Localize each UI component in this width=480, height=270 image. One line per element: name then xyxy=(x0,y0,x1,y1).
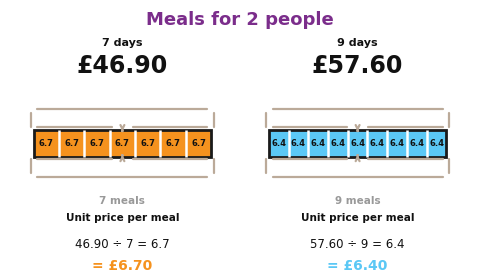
Text: 6.7: 6.7 xyxy=(39,139,54,148)
Bar xyxy=(135,130,160,157)
Text: 6.4: 6.4 xyxy=(330,139,346,148)
Text: £57.60: £57.60 xyxy=(312,54,403,78)
Text: 6.7: 6.7 xyxy=(140,139,155,148)
Bar xyxy=(407,130,427,157)
Bar xyxy=(288,130,308,157)
Text: 6.7: 6.7 xyxy=(90,139,105,148)
Bar xyxy=(427,130,446,157)
Text: Unit price per meal: Unit price per meal xyxy=(301,213,414,223)
Bar xyxy=(328,130,348,157)
Text: 9 meals: 9 meals xyxy=(335,196,381,206)
Text: Unit price per meal: Unit price per meal xyxy=(66,213,179,223)
Text: 6.7: 6.7 xyxy=(166,139,180,148)
Bar xyxy=(84,130,110,157)
Bar xyxy=(348,130,368,157)
Text: 6.4: 6.4 xyxy=(311,139,325,148)
Text: 46.90 ÷ 7 = 6.7: 46.90 ÷ 7 = 6.7 xyxy=(75,238,170,251)
Text: 6.4: 6.4 xyxy=(370,139,385,148)
Text: = £6.70: = £6.70 xyxy=(92,259,153,270)
Text: = £6.40: = £6.40 xyxy=(327,259,388,270)
Text: 7 days: 7 days xyxy=(102,38,143,48)
Text: 57.60 ÷ 9 = 6.4: 57.60 ÷ 9 = 6.4 xyxy=(311,238,405,251)
Text: 6.4: 6.4 xyxy=(271,139,286,148)
Bar xyxy=(308,130,328,157)
Bar xyxy=(368,130,387,157)
Text: 6.7: 6.7 xyxy=(64,139,79,148)
Text: 6.4: 6.4 xyxy=(429,139,444,148)
Bar xyxy=(34,130,59,157)
Text: 6.4: 6.4 xyxy=(291,139,306,148)
Bar xyxy=(59,130,84,157)
Bar xyxy=(269,130,446,157)
Text: 6.7: 6.7 xyxy=(115,139,130,148)
Bar xyxy=(387,130,407,157)
Text: 9 days: 9 days xyxy=(337,38,378,48)
Bar xyxy=(269,130,288,157)
Bar xyxy=(110,130,135,157)
Text: 6.4: 6.4 xyxy=(350,139,365,148)
Bar xyxy=(34,130,211,157)
Bar xyxy=(186,130,211,157)
Text: 6.4: 6.4 xyxy=(390,139,405,148)
Text: £46.90: £46.90 xyxy=(77,54,168,78)
Text: 6.4: 6.4 xyxy=(409,139,424,148)
Text: 6.7: 6.7 xyxy=(191,139,206,148)
Text: Meals for 2 people: Meals for 2 people xyxy=(146,11,334,29)
Text: 7 meals: 7 meals xyxy=(99,196,145,206)
Bar xyxy=(160,130,186,157)
